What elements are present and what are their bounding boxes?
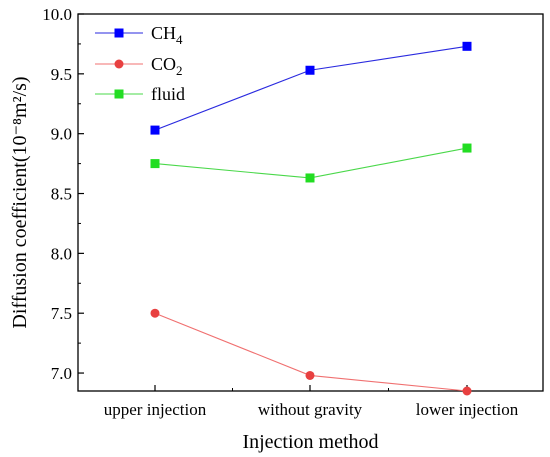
- legend-label-base: fluid: [151, 84, 185, 104]
- legend-item: CO2: [95, 54, 183, 78]
- legend-item: fluid: [95, 84, 185, 104]
- series-fluid: [150, 143, 472, 183]
- data-point: [462, 386, 472, 396]
- series-ch: [150, 41, 472, 135]
- x-tick-label: lower injection: [416, 400, 519, 419]
- y-axis-title: Diffusion coefficient(10⁻⁸m²/s): [9, 76, 31, 328]
- axes-ticks: 7.0 7.5 8.0 8.5 9.0 9.5 10.0 upper injection wit…: [42, 5, 518, 419]
- legend-label-subscript: 2: [176, 63, 183, 78]
- legend-label: fluid: [151, 84, 185, 104]
- y-tick-label: 9.5: [51, 65, 72, 84]
- data-point: [150, 125, 160, 135]
- y-tick-label: 9.0: [51, 125, 72, 144]
- data-point: [305, 173, 315, 183]
- series-co: [150, 308, 472, 396]
- y-tick-label: 8.5: [51, 185, 72, 204]
- data-point: [150, 159, 160, 169]
- legend-marker: [114, 89, 124, 99]
- series-layer: [150, 41, 472, 396]
- legend-marker: [114, 28, 124, 38]
- legend-label-base: CO: [151, 54, 176, 74]
- y-tick-label: 7.0: [51, 364, 72, 383]
- y-tick-label: 10.0: [42, 5, 72, 24]
- legend-label: CO2: [151, 54, 183, 78]
- x-axis-title: Injection method: [242, 431, 378, 453]
- data-point: [305, 370, 315, 380]
- series-line: [154, 45, 468, 131]
- legend-label-base: CH: [151, 23, 176, 43]
- data-point: [305, 65, 315, 75]
- legend-marker: [114, 59, 124, 69]
- legend-label: CH4: [151, 23, 183, 47]
- data-point: [462, 143, 472, 153]
- legend-label-subscript: 4: [176, 32, 183, 47]
- y-tick-label: 7.5: [51, 304, 72, 323]
- data-point: [462, 41, 472, 51]
- data-point: [150, 308, 160, 318]
- legend-item: CH4: [95, 23, 183, 47]
- x-tick-label: without gravity: [258, 400, 363, 419]
- y-tick-label: 8.0: [51, 244, 72, 263]
- x-tick-label: upper injection: [104, 400, 207, 419]
